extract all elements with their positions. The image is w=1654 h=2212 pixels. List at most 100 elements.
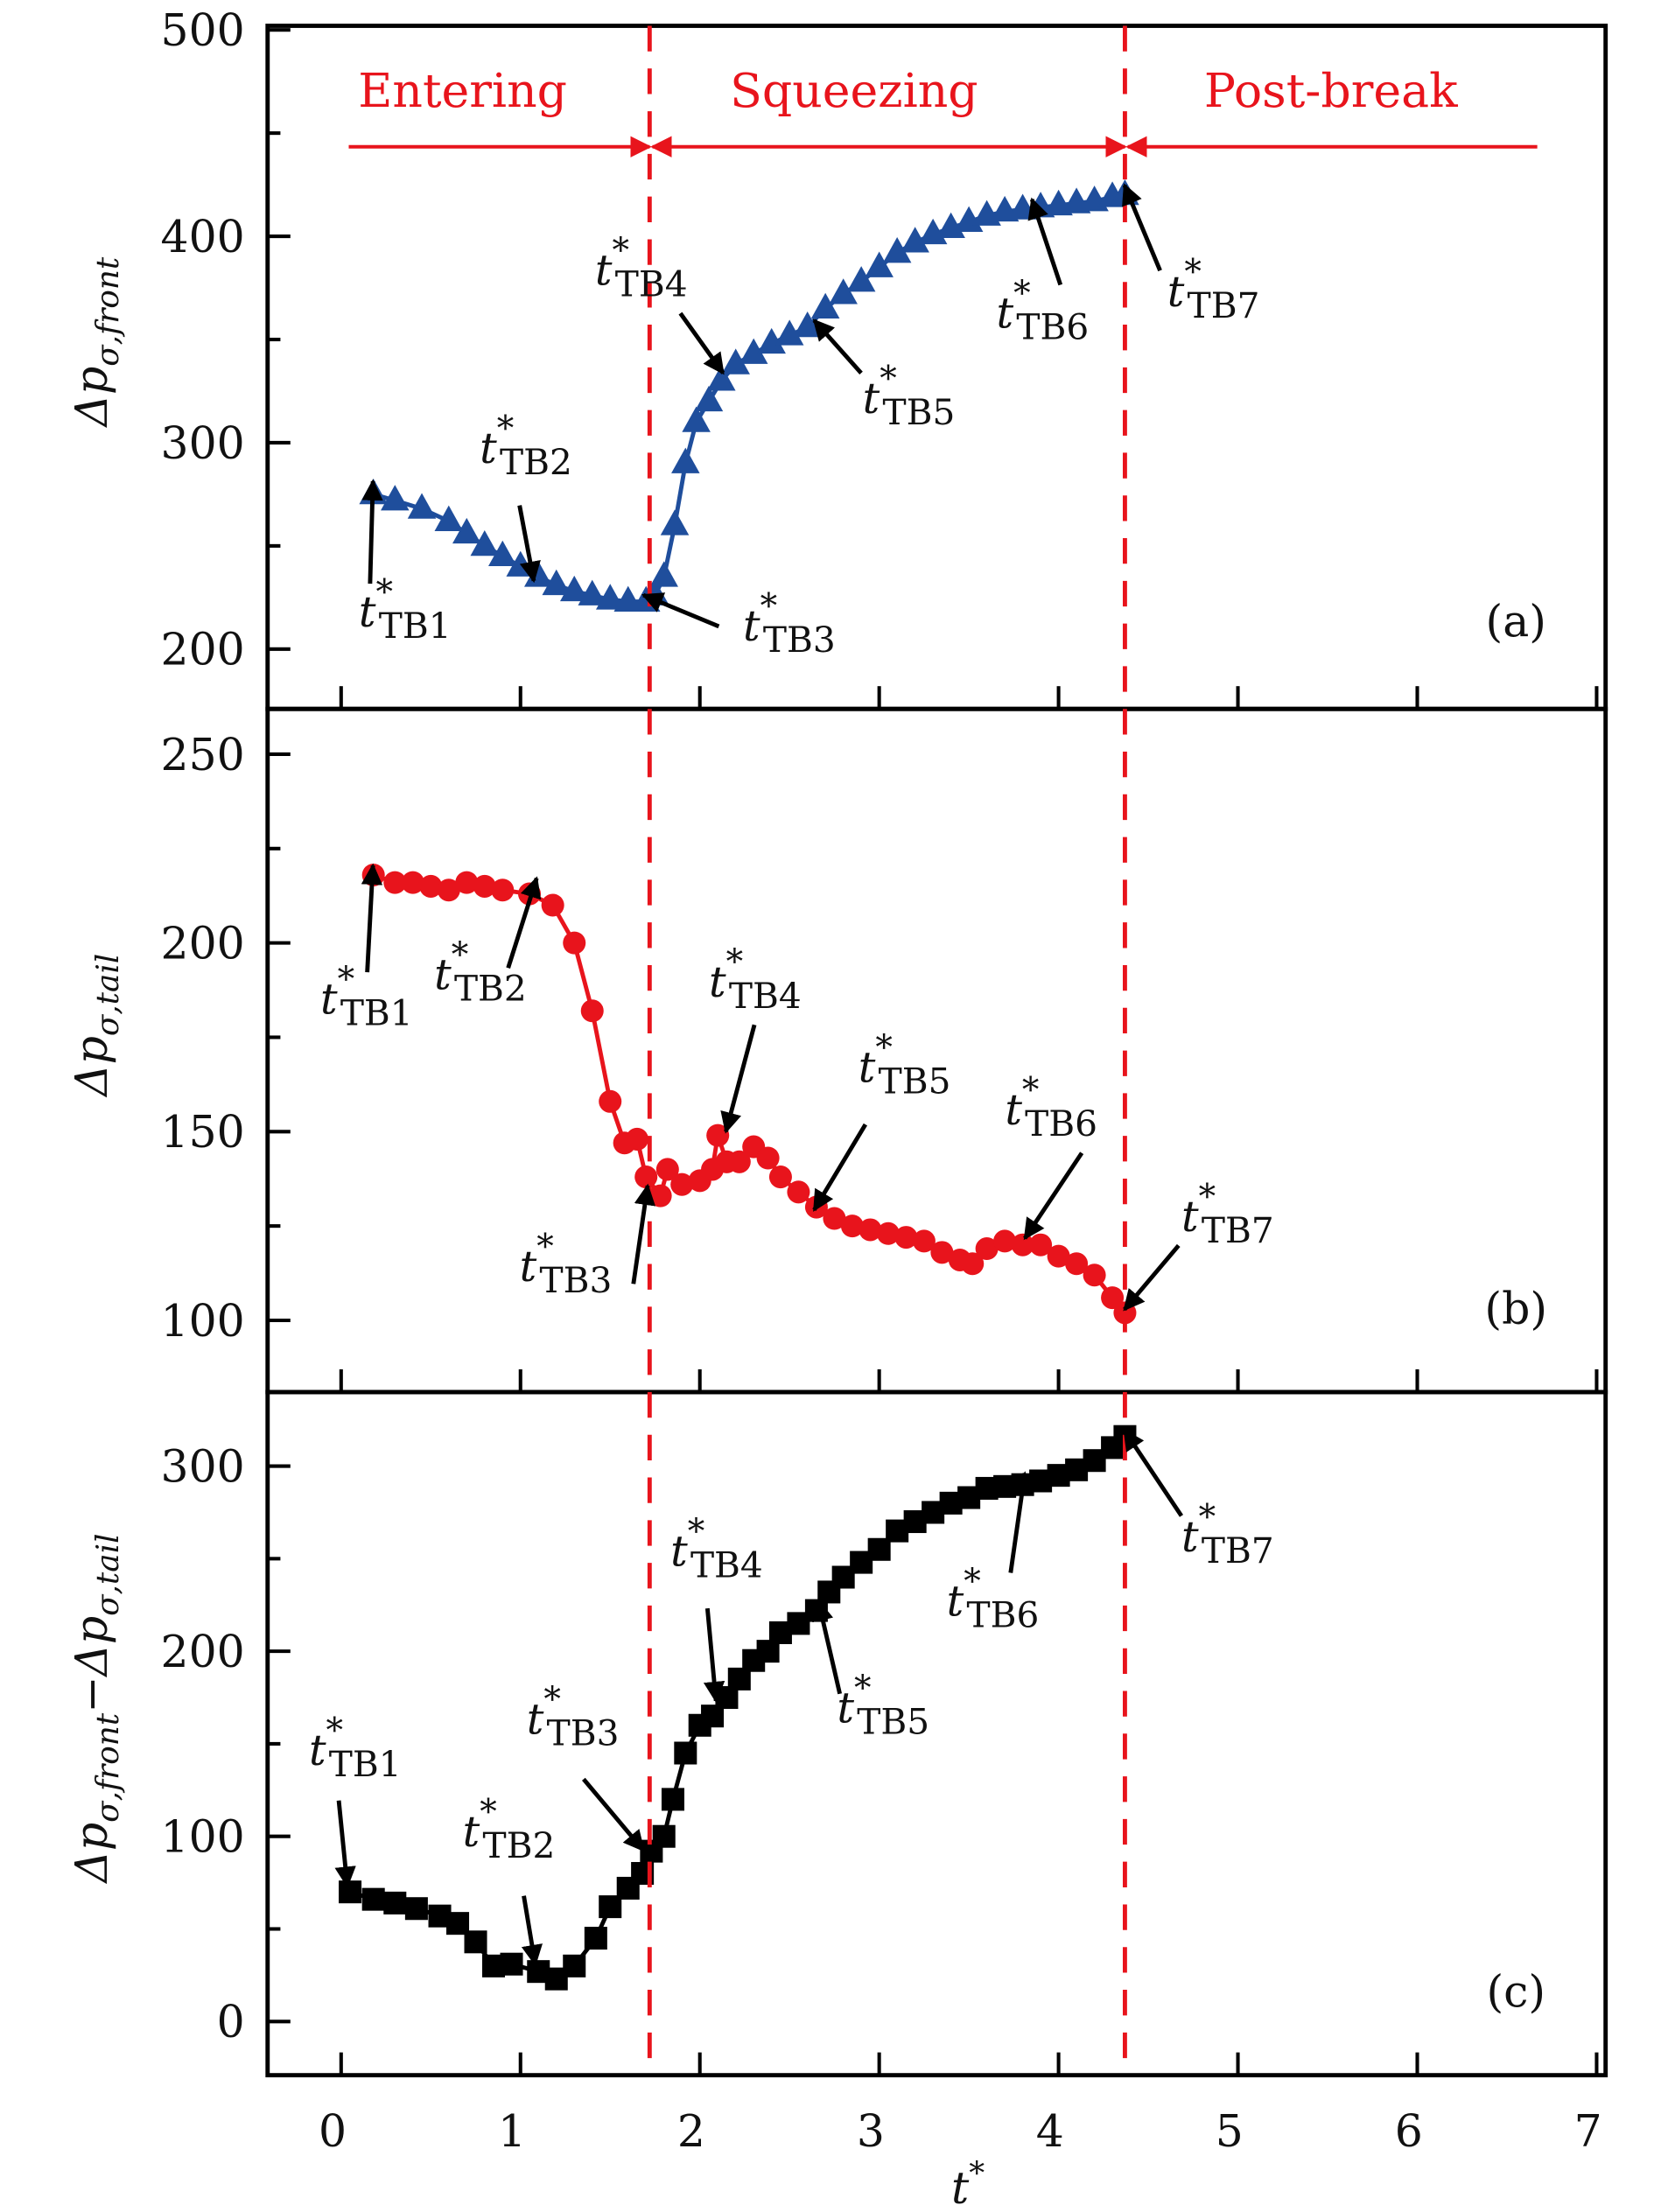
axes-frame [265, 1390, 1608, 2078]
y-label-delta2: Δp [66, 1616, 117, 1678]
annotation-arrow [720, 1024, 757, 1134]
data-point [500, 1952, 523, 1976]
annotation-arrow [1008, 1471, 1034, 1573]
annotation-label: t* TB1 [320, 960, 413, 1033]
annotation-arrow [1122, 183, 1162, 272]
y-tick-label: 0 [217, 1996, 245, 2048]
data-point [542, 569, 571, 596]
data-point [584, 1927, 607, 1950]
x-tick-label: 0 [319, 2105, 347, 2157]
annotation-label: t* TB5 [837, 1669, 929, 1742]
y-axis-label: Δpσ,front−Δpσ,tail [66, 1534, 126, 1885]
annotation-star: * [964, 1562, 981, 1601]
data-point [452, 517, 481, 544]
data-point [739, 338, 768, 364]
annotation-star: * [338, 960, 355, 999]
y-label-delta: Δp [66, 1036, 117, 1098]
data-point [930, 1241, 954, 1264]
annotation-label: t* TB3 [527, 1680, 620, 1754]
data-point [912, 1229, 936, 1253]
data-point [660, 509, 690, 536]
annotation-arrow [1023, 1152, 1084, 1241]
x-tick-label: 6 [1395, 2105, 1423, 2157]
annotation-sub: TB6 [966, 1593, 1039, 1635]
annotation-label: t* TB2 [463, 1793, 556, 1866]
annotation-arrow [812, 318, 863, 374]
y-axis-label: Δpσ,tail [66, 954, 126, 1098]
annotation-sub: TB5 [857, 1700, 929, 1742]
data-point [840, 1214, 864, 1238]
annotation-label: t* TB5 [859, 1028, 951, 1102]
data-point [401, 871, 424, 894]
annotation-arrow [641, 592, 720, 629]
data-point [383, 871, 407, 894]
annotation-sub: TB6 [1016, 305, 1089, 347]
annotation-label: t* TB3 [520, 1228, 613, 1301]
data-point [1065, 1252, 1089, 1276]
data-point [455, 871, 479, 894]
annotation-label: t* TB7 [1181, 1178, 1274, 1251]
data-point [613, 585, 642, 612]
annotation-t: t [1167, 267, 1185, 317]
data-point [655, 1158, 679, 1181]
annotation-sub: TB2 [482, 1824, 555, 1866]
y-label-delta: Δp [66, 367, 117, 429]
data-point [846, 266, 876, 292]
annotation-sub: TB1 [329, 1743, 402, 1785]
annotation-arrow [631, 1183, 655, 1284]
annotation-star: * [1199, 1178, 1216, 1217]
annotation-arrow [506, 876, 542, 969]
annotation-arrow [1027, 197, 1063, 286]
y-tick-label: 500 [161, 4, 245, 56]
data-point [901, 227, 929, 253]
annotation-arrow [361, 863, 383, 973]
data-point [339, 1880, 362, 1904]
annotation-t: t [863, 374, 880, 424]
annotation-sub: TB4 [690, 1544, 763, 1586]
axes-frame [265, 706, 1608, 1395]
x-tick-label: 2 [677, 2105, 705, 2157]
annotation-star: * [480, 1793, 497, 1832]
y-tick-label: 200 [161, 918, 245, 970]
data-point [757, 327, 786, 354]
annotation-star: * [854, 1669, 872, 1708]
data-point [599, 1089, 622, 1113]
annotation-sub: TB3 [540, 1259, 613, 1301]
annotation-t: t [480, 424, 497, 473]
y-tick-label: 100 [161, 1811, 245, 1863]
annotation-t: t [947, 1576, 964, 1626]
panel-label: (a) [1486, 595, 1546, 647]
data-point [823, 1207, 846, 1230]
data-point [563, 931, 586, 955]
x-tick-label: 5 [1216, 2105, 1244, 2157]
annotation-sub: TB4 [729, 975, 802, 1017]
annotation-sub: TB1 [379, 605, 452, 647]
data-point [694, 385, 724, 412]
data-point [707, 365, 736, 391]
data-point [404, 1897, 428, 1921]
y-tick-label: 400 [161, 211, 245, 262]
data-point [473, 874, 496, 898]
annotation-label: t* TB7 [1181, 1498, 1274, 1572]
data-point [434, 505, 464, 531]
annotation-sub: TB7 [1202, 1530, 1274, 1572]
data-point [563, 1954, 586, 1978]
data-point [437, 878, 460, 902]
annotation-label: t* TB3 [743, 587, 836, 661]
data-point [961, 1252, 985, 1276]
data-point [491, 878, 515, 902]
annotation-label: t* TB6 [1005, 1071, 1097, 1144]
phase-label: Squeezing [730, 63, 978, 118]
data-point [859, 1218, 882, 1242]
data-point [975, 1237, 999, 1261]
annotation-sub: TB2 [500, 441, 572, 483]
data-point [1101, 1286, 1125, 1310]
data-point [993, 1229, 1017, 1253]
annotation-label: t* TB5 [863, 360, 956, 433]
annotation-t: t [1181, 1192, 1199, 1242]
annotation-star: * [880, 360, 897, 399]
x-axis-label: t* [951, 2155, 985, 2212]
data-point [865, 251, 894, 277]
y-tick-label: 200 [161, 1626, 245, 1677]
data-point [670, 1172, 694, 1196]
